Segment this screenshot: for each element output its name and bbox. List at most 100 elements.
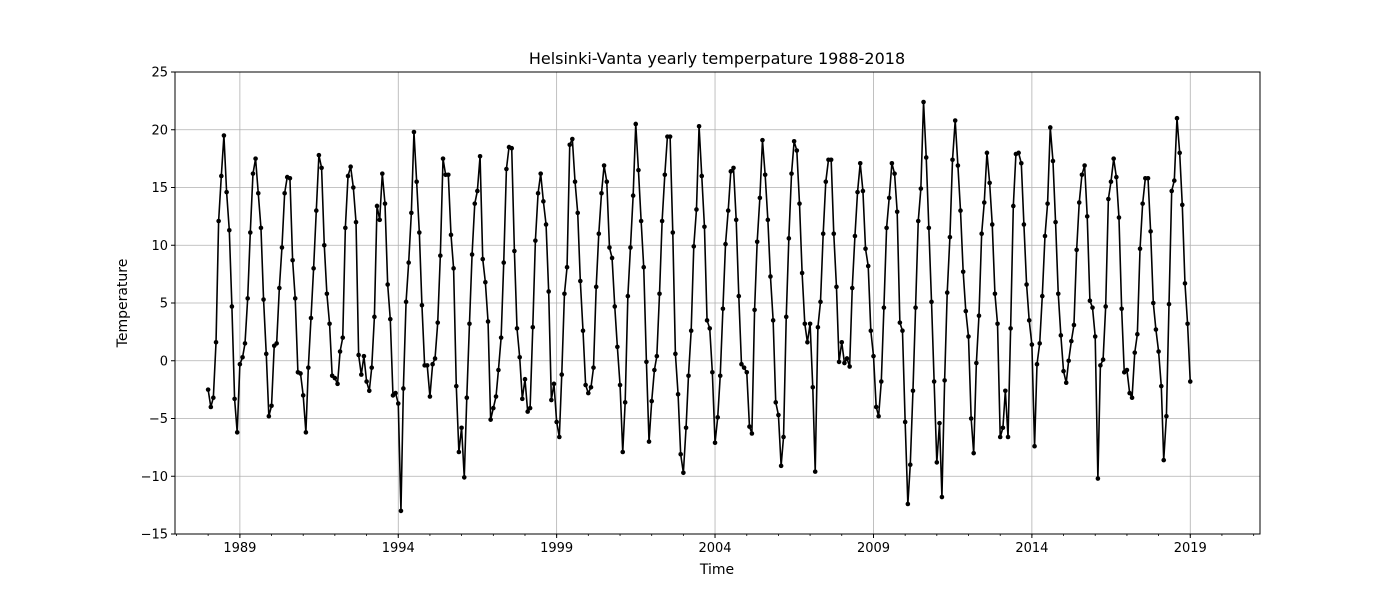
- data-point: [504, 166, 509, 172]
- data-point: [1019, 160, 1024, 166]
- data-point: [424, 363, 430, 368]
- data-point: [1066, 358, 1071, 364]
- data-point: [316, 152, 322, 158]
- data-point: [306, 365, 311, 370]
- chart-title: Helsinki-Vanta yearly temperpature 1988-…: [529, 49, 905, 68]
- data-point: [834, 284, 839, 290]
- data-point: [673, 351, 678, 357]
- data-point: [1069, 338, 1074, 344]
- data-point: [1076, 200, 1082, 205]
- data-point: [1055, 291, 1061, 297]
- x-tick-label: 1989: [223, 541, 256, 556]
- data-point: [791, 139, 797, 144]
- y-tick-label: −10: [141, 470, 168, 485]
- data-point: [491, 405, 496, 411]
- y-tick-label: −5: [149, 412, 168, 427]
- data-point: [414, 179, 419, 185]
- data-point: [786, 236, 792, 241]
- data-point: [456, 449, 462, 455]
- data-point: [398, 508, 404, 514]
- data-point: [831, 231, 837, 236]
- data-point: [723, 241, 728, 247]
- data-point: [828, 157, 834, 163]
- data-point: [1137, 246, 1143, 252]
- data-point: [1087, 298, 1093, 303]
- data-point: [900, 328, 905, 334]
- data-point: [662, 172, 668, 178]
- data-point: [1050, 158, 1056, 164]
- data-point: [554, 419, 559, 425]
- data-point: [710, 370, 715, 375]
- data-point: [1151, 300, 1156, 306]
- data-point: [488, 417, 493, 422]
- data-point: [432, 356, 438, 361]
- data-point: [401, 386, 406, 391]
- y-tick-label: 10: [151, 239, 168, 254]
- data-point: [538, 171, 543, 176]
- data-point: [324, 291, 330, 297]
- data-point: [844, 356, 850, 361]
- data-point: [842, 360, 847, 366]
- y-axis-label: Temperature: [115, 259, 131, 349]
- data-point: [681, 470, 686, 476]
- data-point: [1063, 380, 1069, 385]
- data-point: [805, 339, 810, 345]
- data-point: [250, 171, 256, 176]
- data-point: [931, 379, 937, 384]
- data-point: [918, 186, 924, 191]
- data-point: [364, 379, 369, 384]
- data-point: [321, 242, 327, 248]
- data-point: [1111, 156, 1116, 161]
- data-point: [237, 361, 243, 367]
- data-point: [1100, 357, 1106, 362]
- data-point: [667, 134, 673, 139]
- data-point: [849, 285, 855, 291]
- data-point: [229, 304, 235, 309]
- data-point: [638, 218, 644, 224]
- data-point: [409, 210, 414, 216]
- data-point: [1177, 150, 1182, 156]
- data-point: [483, 279, 488, 285]
- data-point: [820, 231, 826, 236]
- data-point: [939, 494, 945, 500]
- data-point: [942, 378, 947, 383]
- data-point: [736, 293, 742, 299]
- data-point: [1185, 321, 1190, 327]
- data-point: [332, 375, 338, 381]
- data-point: [541, 199, 546, 204]
- data-point: [509, 145, 515, 151]
- data-point: [836, 359, 842, 365]
- data-point: [1026, 318, 1032, 323]
- data-point: [1071, 322, 1077, 328]
- data-point: [754, 239, 760, 245]
- data-point: [387, 316, 393, 322]
- data-point: [282, 190, 287, 196]
- data-point: [377, 217, 383, 223]
- data-point: [406, 260, 411, 265]
- data-point: [944, 290, 950, 295]
- data-point: [921, 99, 926, 105]
- data-point: [549, 397, 554, 403]
- data-point: [923, 155, 929, 160]
- data-point: [205, 387, 211, 392]
- data-point: [744, 370, 750, 375]
- data-point: [987, 180, 992, 186]
- data-point: [691, 244, 697, 249]
- data-point: [902, 419, 908, 425]
- data-point: [873, 404, 879, 410]
- data-point: [810, 385, 816, 390]
- data-point: [446, 172, 451, 178]
- data-point: [1047, 125, 1053, 130]
- data-point: [1032, 443, 1037, 449]
- data-point: [459, 425, 464, 431]
- data-point: [644, 359, 649, 365]
- data-point: [269, 403, 274, 409]
- data-point: [1119, 306, 1124, 312]
- data-point: [1108, 179, 1114, 185]
- data-point: [453, 383, 459, 389]
- data-point: [551, 381, 557, 387]
- data-point: [654, 353, 660, 359]
- data-point: [430, 361, 435, 367]
- data-point: [952, 118, 958, 123]
- data-point: [219, 173, 224, 179]
